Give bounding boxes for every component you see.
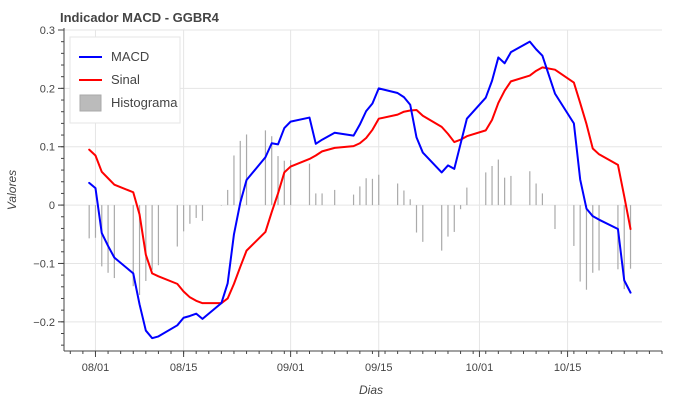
histogram-bar (132, 205, 134, 287)
y-tick-label: 0 (49, 200, 55, 212)
histogram-bar (541, 193, 543, 206)
histogram-bar (485, 172, 487, 206)
histogram-bar (315, 193, 317, 206)
x-tick-label: 08/15 (170, 362, 198, 374)
histogram-bar (138, 205, 141, 295)
histogram-bar (94, 205, 97, 238)
histogram-bar (573, 205, 575, 246)
histogram-bar (371, 178, 374, 206)
histogram-bar (321, 193, 323, 206)
histogram-bar (277, 156, 279, 206)
histogram-bar (629, 205, 632, 269)
legend-swatch-histograma (79, 94, 102, 112)
histogram-bar (88, 205, 90, 239)
histogram-bar (598, 205, 600, 271)
histogram-bar (359, 186, 361, 206)
y-tick-label: 0.1 (40, 142, 55, 154)
y-axis-label: Valores (5, 170, 19, 210)
histogram-bar (145, 205, 147, 281)
y-tick-label: 0.2 (40, 83, 55, 95)
x-tick-label: 09/01 (277, 362, 305, 374)
histogram-bar (504, 177, 506, 206)
histogram-bar (441, 205, 443, 251)
series-line-sinal (88, 66, 632, 305)
histogram-bar (592, 205, 594, 273)
legend-label-sinal: Sinal (111, 72, 140, 87)
lines-layer (88, 40, 632, 340)
histogram-bar (283, 160, 285, 206)
histogram-bar (308, 163, 311, 206)
axis-layer: −0.2 −0.1 0 0.1 0.2 0.3 08/01 08/15 09/01 09/15 10… (33, 25, 663, 374)
histogram-bar (239, 140, 241, 206)
y-tick-label: −0.1 (33, 258, 55, 270)
histogram-bar (183, 205, 185, 232)
histogram-bar (403, 190, 405, 206)
histogram-bar (497, 159, 499, 206)
histogram-bar (409, 199, 411, 206)
histogram-bar (157, 205, 160, 266)
histogram-bar (529, 171, 531, 206)
histogram-bar (151, 205, 153, 270)
histogram-bar (535, 183, 537, 206)
histogram-bar (365, 178, 367, 206)
legend-label-histograma: Histograma (111, 95, 178, 110)
histogram-bar (290, 160, 292, 206)
histogram-bar (352, 194, 355, 206)
x-tick-label: 10/01 (466, 362, 494, 374)
chart-title: Indicador MACD - GGBR4 (60, 10, 220, 25)
histogram-bar (397, 183, 399, 206)
legend: MACD Sinal Histograma (69, 36, 181, 124)
histogram-bar (271, 136, 273, 206)
series-line-macd (88, 40, 632, 340)
histogram-bar (378, 174, 380, 206)
histogram-bar (107, 205, 109, 273)
histogram-bar (220, 205, 222, 206)
histogram-bar (233, 155, 235, 206)
histogram-bar (415, 205, 418, 233)
x-tick-label: 09/15 (365, 362, 393, 374)
histogram-bar (176, 205, 178, 247)
histogram-bar (447, 205, 449, 237)
histogram-bar (113, 205, 115, 279)
histogram-bar (227, 189, 229, 206)
y-tick-label: −0.2 (33, 317, 55, 329)
histogram-layer (88, 130, 632, 295)
histogram-bar (334, 189, 336, 206)
histogram-bar (579, 205, 581, 282)
y-tick-label: 0.3 (40, 25, 55, 37)
x-tick-label: 08/01 (82, 362, 110, 374)
histogram-bar (466, 187, 468, 206)
histogram-bar (195, 205, 197, 218)
x-axis-label: Dias (359, 383, 383, 397)
histogram-bar (422, 205, 424, 242)
histogram-bar (453, 205, 455, 232)
histogram-bar (554, 205, 556, 230)
histogram-bar (510, 175, 512, 206)
histogram-bar (245, 134, 248, 206)
histogram-bar (585, 205, 588, 290)
histogram-bar (101, 205, 103, 267)
histogram-bar (459, 205, 462, 210)
histogram-bar (623, 205, 625, 290)
histogram-bar (201, 205, 204, 221)
histogram-bar (189, 205, 191, 224)
histogram-bar (491, 165, 493, 206)
x-tick-label: 10/15 (554, 362, 582, 374)
histogram-bar (264, 130, 267, 206)
legend-label-macd: MACD (111, 49, 149, 64)
